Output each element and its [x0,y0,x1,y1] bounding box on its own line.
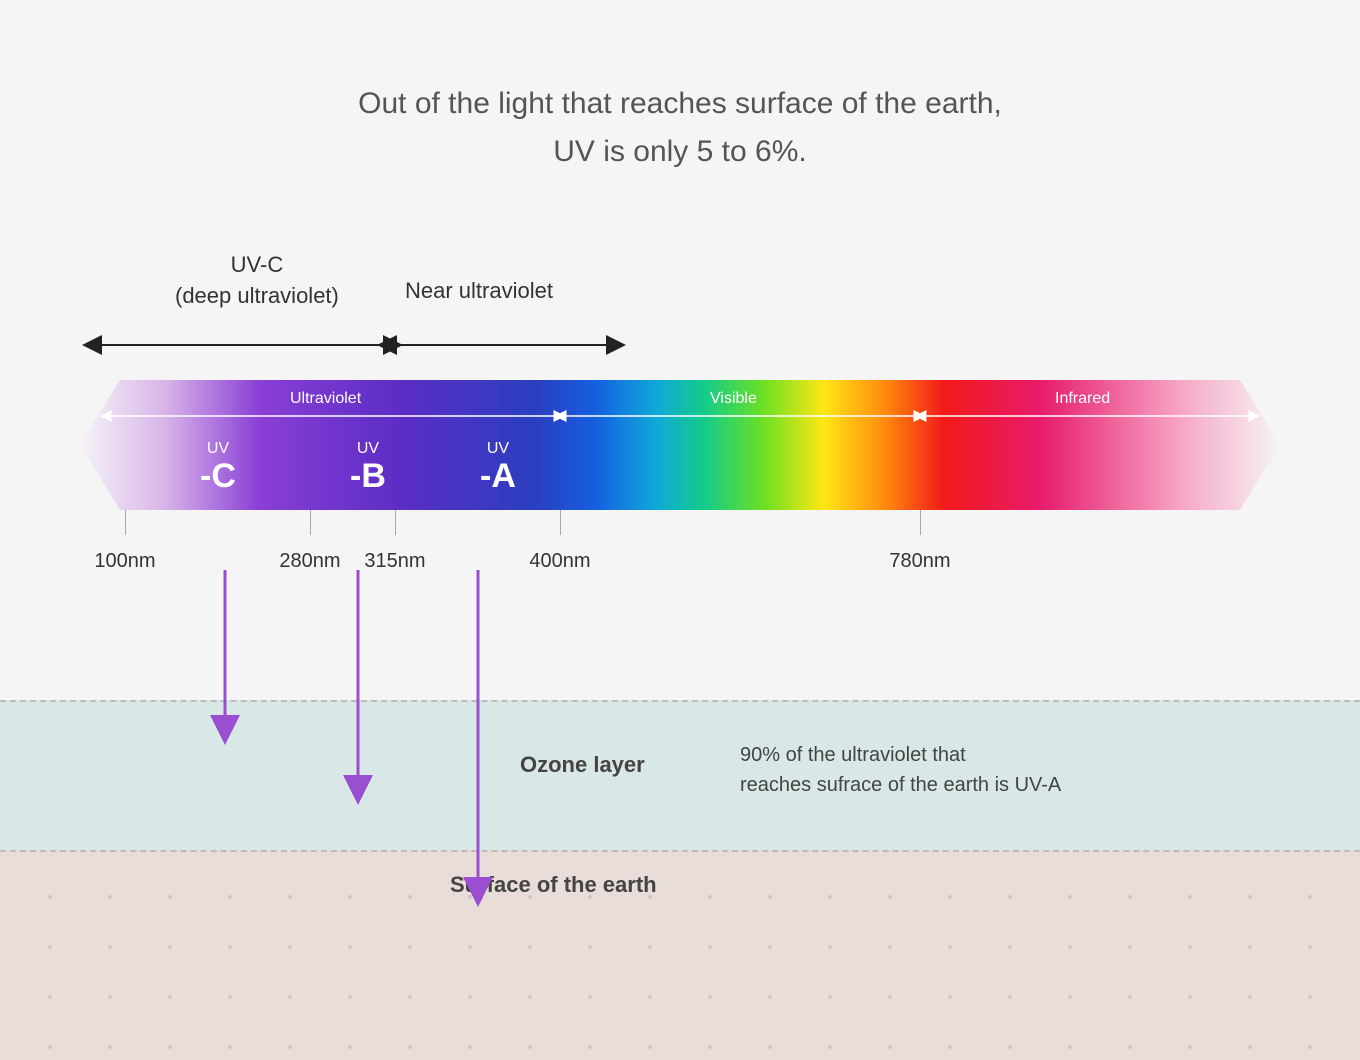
uvc-top-line1: UV-C [231,252,284,277]
title-line1: Out of the light that reaches surface of… [358,87,1002,120]
title-line2: UV is only 5 to 6%. [553,135,806,168]
tick-line [125,510,126,535]
title: Out of the light that reaches surface of… [0,0,1360,176]
ozone-desc-line1: 90% of the ultraviolet that [740,744,966,766]
tick-label: 780nm [889,550,950,573]
uvc-top-line2: (deep ultraviolet) [175,283,339,308]
tick-label: 315nm [364,550,425,573]
in-bar-arrow-icon [80,408,1280,448]
tick-label: 280nm [279,550,340,573]
tick-line [920,510,921,535]
tick-line [395,510,396,535]
ozone-layer: Ozone layer 90% of the ultraviolet that … [0,700,1360,850]
visible-label: Visible [710,390,757,408]
ultraviolet-label: Ultraviolet [290,390,361,408]
infrared-label: Infrared [1055,390,1110,408]
tick-line [560,510,561,535]
uv-band-label: UV-C [200,440,236,495]
near-uv-top-label: Near ultraviolet [405,278,553,304]
uv-band-label: UV-A [480,440,516,495]
earth-surface-layer: Surface of the earth [0,850,1360,1060]
uvc-top-label: UV-C (deep ultraviolet) [175,250,339,312]
earth-dots-pattern [0,852,1360,1060]
ozone-desc: 90% of the ultraviolet that reaches sufr… [740,740,1061,800]
ozone-desc-line2: reaches sufrace of the earth is UV-A [740,774,1061,796]
earth-label: Surface of the earth [450,872,657,898]
spectrum-bar: Ultraviolet Visible Infrared UV-C UV-B UV-… [80,380,1280,510]
ozone-label: Ozone layer [520,752,645,778]
top-range-arrows [0,335,1360,365]
tick-label: 400nm [529,550,590,573]
spectrum-gradient: Ultraviolet Visible Infrared UV-C UV-B UV-… [80,380,1280,510]
tick-line [310,510,311,535]
tick-label: 100nm [94,550,155,573]
uv-band-label: UV-B [350,440,386,495]
